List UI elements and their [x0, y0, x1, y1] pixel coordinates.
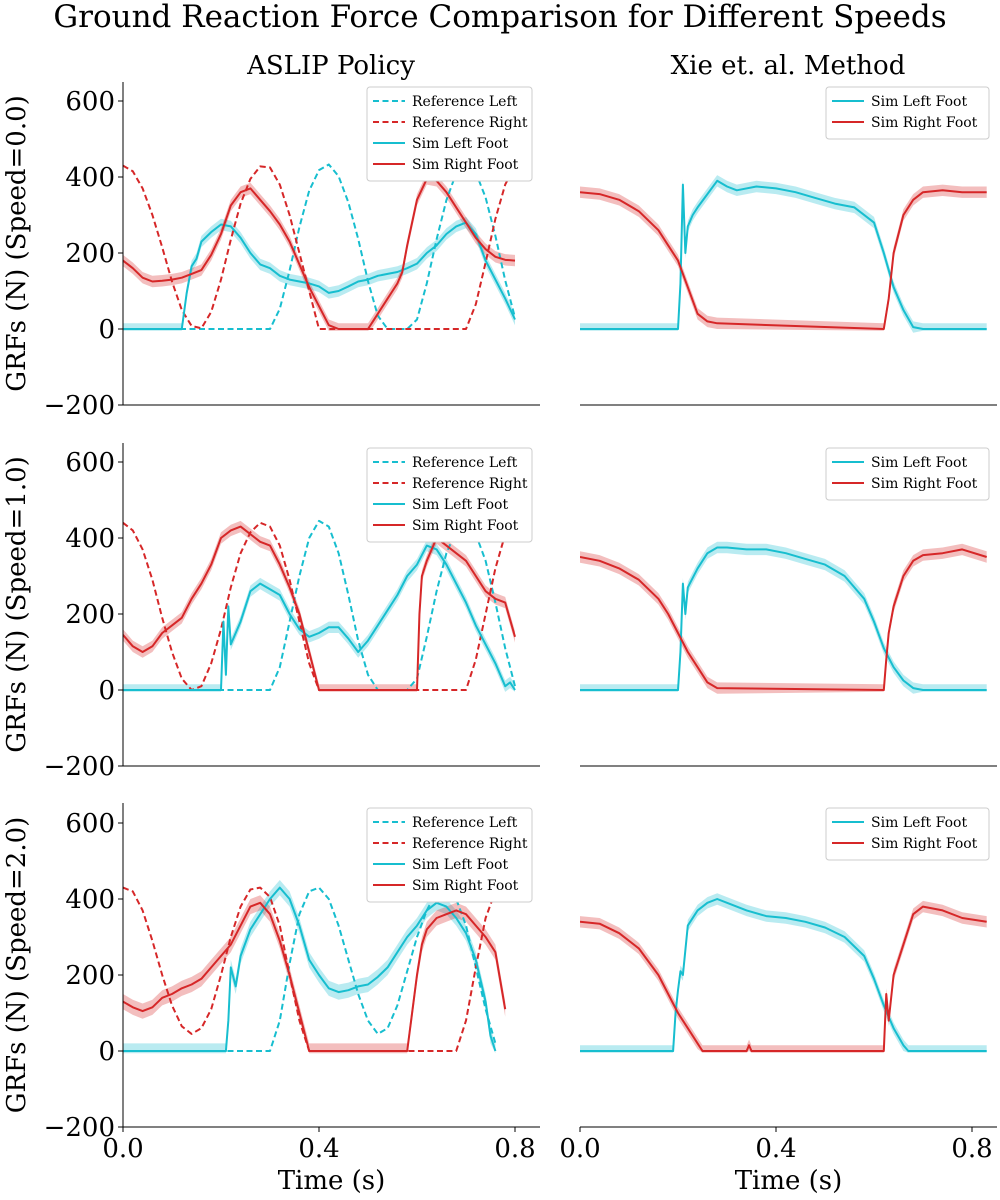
legend-entry: Reference Right	[412, 476, 528, 492]
y-tick-label: 400	[65, 885, 115, 915]
legend-entry: Reference Left	[412, 815, 518, 831]
series-line-sim-right-foot	[123, 525, 516, 691]
x-tick-label: 0.4	[755, 1134, 796, 1164]
panel-2: Sim Left Foot Sim Right Foot	[580, 86, 997, 406]
plot-area	[580, 541, 987, 694]
legend-frame	[825, 447, 990, 501]
y-tick-label: 200	[65, 600, 115, 630]
band-sim-right-foot	[580, 184, 987, 331]
band-sim-left-foot	[580, 175, 987, 333]
plot-area	[123, 880, 507, 1054]
legend-entry: Reference Right	[412, 836, 528, 852]
series-line-reference-right	[123, 886, 506, 1052]
series-line-sim-right-foot	[580, 548, 987, 691]
legend-frame	[825, 807, 990, 861]
band-sim-right-foot	[580, 900, 987, 1053]
legend-entry: Sim Left Foot	[871, 94, 967, 110]
series-line-sim-left-foot	[123, 886, 497, 1052]
panel-3: −200 0 200 400 600 GRFs (N) (Speed=1.0) Refere…	[2, 443, 540, 782]
legend-entry: Sim Left Foot	[871, 455, 967, 471]
y-axis-label: GRFs (N) (Speed=0.0)	[2, 95, 32, 392]
legend: Reference Left Reference Right Sim Left Fo…	[366, 447, 533, 543]
x-tick-label: 0.8	[494, 1134, 535, 1164]
y-tick-label: 200	[65, 239, 115, 269]
y-tick-label: 600	[65, 448, 115, 478]
legend-entry: Reference Left	[412, 455, 518, 471]
band-sim-right-foot	[123, 895, 506, 1054]
series-line-sim-left-foot	[123, 544, 516, 691]
y-axis-label: GRFs (N) (Speed=1.0)	[2, 456, 32, 753]
legend: Sim Left Foot Sim Right Foot	[825, 807, 990, 861]
series-line-sim-left-foot	[123, 221, 516, 330]
band-sim-left-foot	[123, 880, 496, 1054]
panel-4: Sim Left Foot Sim Right Foot	[580, 447, 997, 767]
figure-title: Ground Reaction Force Comparison for Dif…	[53, 0, 946, 35]
plot-area	[580, 893, 987, 1053]
legend: Sim Left Foot Sim Right Foot	[825, 86, 990, 140]
series-line-reference-left	[123, 162, 516, 330]
legend-entry: Sim Right Foot	[871, 115, 978, 131]
y-tick-label: 200	[65, 961, 115, 991]
y-tick-label: 600	[65, 87, 115, 117]
legend-entry: Sim Left Foot	[412, 136, 508, 152]
legend-entry: Reference Left	[412, 94, 518, 110]
series-line-reference-left	[123, 886, 497, 1052]
series-line-sim-right-foot	[580, 905, 987, 1052]
y-tick-label: 400	[65, 163, 115, 193]
band-sim-right-foot	[123, 520, 515, 692]
series-line-sim-right-foot	[580, 189, 987, 330]
band-sim-left-foot	[580, 541, 987, 694]
y-axis-label: GRFs (N) (Speed=2.0)	[2, 817, 32, 1114]
legend-frame	[366, 86, 533, 182]
legend-frame	[366, 807, 533, 903]
legend: Reference Left Reference Right Sim Left Fo…	[366, 807, 533, 903]
series-line-sim-left-foot	[580, 546, 987, 691]
band-sim-right-foot	[580, 543, 987, 694]
x-tick-label: 0.0	[102, 1134, 143, 1164]
series-line-sim-right-foot	[123, 901, 507, 1052]
legend-entry: Sim Right Foot	[871, 836, 978, 852]
series-line-reference-right	[123, 164, 516, 330]
panels: −200 0 200 400 600 GRFs (N) (Speed=0.0) Refere…	[2, 82, 997, 1196]
legend-entry: Sim Left Foot	[871, 815, 967, 831]
y-tick-label: 400	[65, 524, 115, 554]
legend-entry: Reference Right	[412, 115, 528, 131]
x-axis-label: Time (s)	[735, 1166, 843, 1196]
x-tick-label: 0.4	[298, 1134, 339, 1164]
x-axis-label: Time (s)	[278, 1166, 386, 1196]
column-title-xie: Xie et. al. Method	[671, 51, 906, 81]
legend-entry: Sim Left Foot	[412, 857, 508, 873]
legend-entry: Sim Right Foot	[412, 157, 519, 173]
y-tick-label: −200	[44, 391, 115, 421]
y-tick-label: 0	[98, 1037, 115, 1067]
legend-frame	[825, 86, 990, 140]
series-line-reference-right	[123, 520, 516, 691]
legend-entry: Sim Right Foot	[412, 878, 519, 894]
x-tick-label: 0.0	[559, 1134, 600, 1164]
series-line-reference-left	[123, 519, 516, 691]
panel-6: 0.0 0.4 0.8 Time (s) Sim Left Foot Sim Right …	[559, 807, 997, 1196]
y-tick-label: 0	[98, 676, 115, 706]
legend-frame	[366, 447, 533, 543]
legend-entry: Sim Right Foot	[412, 518, 519, 534]
legend-entry: Sim Right Foot	[871, 476, 978, 492]
series-line-sim-left-foot	[580, 179, 987, 330]
legend: Reference Left Reference Right Sim Left Fo…	[366, 86, 533, 182]
plot-area	[123, 162, 516, 331]
y-tick-label: 0	[98, 315, 115, 345]
plot-area	[123, 519, 516, 692]
column-title-aslip: ASLIP Policy	[246, 51, 415, 81]
series-line-sim-right-foot	[123, 177, 516, 330]
x-tick-label: 0.8	[951, 1134, 992, 1164]
panel-5: −200 0 200 400 600 0.0 0.4 0.8 GRFs (N) (Speed=2…	[2, 803, 540, 1196]
panel-1: −200 0 200 400 600 GRFs (N) (Speed=0.0) Refere…	[2, 82, 540, 421]
legend-entry: Sim Left Foot	[412, 497, 508, 513]
y-tick-label: −200	[44, 1113, 115, 1143]
legend: Sim Left Foot Sim Right Foot	[825, 447, 990, 501]
y-tick-label: −200	[44, 752, 115, 782]
y-tick-label: 600	[65, 809, 115, 839]
plot-area	[580, 175, 987, 333]
